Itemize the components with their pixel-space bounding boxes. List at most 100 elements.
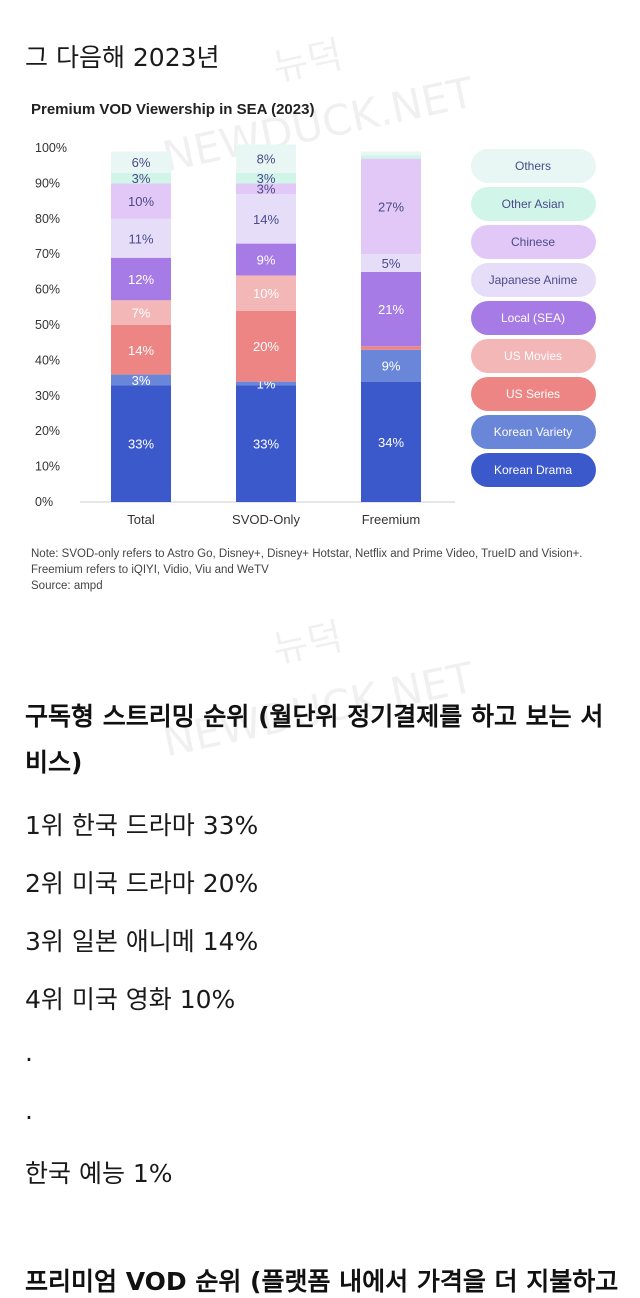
bar-segment (111, 325, 171, 375)
legend-item: US Series (471, 377, 596, 411)
data-label: 20% (253, 339, 279, 354)
bar-segment (111, 257, 171, 301)
ranking-ellipsis-dot: . (25, 1038, 33, 1067)
data-label: 11% (128, 231, 153, 246)
legend-label: Others (515, 159, 551, 173)
y-tick-label: 90% (35, 176, 60, 190)
legend-item: Other Asian (471, 187, 596, 221)
legend-swatch (471, 377, 596, 411)
data-label: 7% (132, 306, 151, 321)
section-heading: 그 다음해 2023년 (25, 43, 220, 72)
bar-segment (111, 218, 171, 258)
y-tick-label: 0% (35, 495, 53, 509)
data-label: 8% (257, 152, 276, 167)
legend-label: US Series (506, 387, 560, 401)
legend-label: Chinese (511, 235, 555, 249)
legend-item: Korean Variety (471, 415, 596, 449)
data-label: 14% (253, 212, 279, 227)
data-label: 6% (132, 155, 151, 170)
y-tick-label: 80% (35, 212, 60, 226)
ranking-ellipsis-dot: . (25, 1096, 33, 1125)
bar-segment (236, 385, 296, 502)
bar-segment (111, 300, 171, 325)
legend-item: Local (SEA) (471, 301, 596, 335)
y-tick-label: 60% (35, 283, 60, 297)
bar-segment (361, 155, 421, 159)
x-axis: Total SVOD-Only Freemium (127, 512, 420, 527)
data-label: 3% (132, 373, 151, 388)
legend-swatch (471, 415, 596, 449)
bar-segment (111, 151, 171, 173)
bar-segment (236, 172, 296, 184)
ranking-item: 3위 일본 애니메 14% (25, 927, 259, 956)
bar-segment (361, 381, 421, 502)
legend-swatch (471, 149, 596, 183)
bars: 33%3%14%7%12%11%10%3%6%33%1%20%10%9%14%3… (111, 144, 421, 502)
y-tick-label: 50% (35, 318, 60, 332)
bar-segment (236, 144, 296, 173)
next-section-title: 프리미엄 VOD 순위 (플랫폼 내에서 가격을 더 지불하고 (25, 1267, 619, 1296)
y-tick-label: 20% (35, 424, 60, 438)
ranking-item: 2위 미국 드라마 20% (25, 869, 259, 898)
note-line-2: Freemium refers to iQIYI, Vidio, Viu and… (31, 564, 269, 576)
y-axis: 0% 10% 20% 30% 40% 50% 60% 70% 80% 90% 100% (35, 141, 67, 509)
legend-swatch (471, 339, 596, 373)
y-tick-label: 100% (35, 141, 67, 155)
x-category-label: SVOD-Only (232, 512, 300, 527)
chart-note: Note: SVOD-only refers to Astro Go, Disn… (31, 546, 583, 594)
chart-title: Premium VOD Viewership in SEA (2023) (31, 101, 314, 118)
bar-segment (361, 158, 421, 255)
legend-item: Korean Drama (471, 453, 596, 487)
stacked-bar-chart: Premium VOD Viewership in SEA (2023) 0% 1… (31, 101, 596, 527)
bar-segment (361, 254, 421, 272)
data-label: 10% (128, 194, 154, 209)
x-category-label: Total (127, 512, 155, 527)
bar-segment (236, 310, 296, 382)
bar-segment (361, 349, 421, 382)
y-tick-label: 30% (35, 389, 60, 403)
data-label: 33% (128, 437, 154, 452)
bar-segment (236, 381, 296, 386)
data-label: 14% (128, 343, 154, 358)
bar-segment (236, 275, 296, 311)
legend-label: Korean Drama (494, 463, 572, 477)
bar-segment (111, 172, 171, 184)
bar-segment (236, 183, 296, 195)
legend: Others Other Asian Chinese Japanese Anime Lo… (471, 149, 596, 487)
legend-item: US Movies (471, 339, 596, 373)
bar-segment (361, 271, 421, 347)
bar-segment (361, 346, 421, 350)
bar-segment (236, 194, 296, 244)
data-label: 3% (257, 171, 276, 186)
data-label: 3% (257, 182, 276, 197)
note-source: Source: ampd (31, 580, 103, 592)
data-label: 9% (257, 253, 276, 268)
ranking-item: 4위 미국 영화 10% (25, 985, 236, 1014)
legend-item: Japanese Anime (471, 263, 596, 297)
legend-swatch (471, 225, 596, 259)
bar-segment (111, 183, 171, 219)
legend-swatch (471, 187, 596, 221)
bar-segment (361, 151, 421, 156)
x-category-label: Freemium (362, 512, 421, 527)
data-label: 27% (378, 199, 404, 214)
watermark-korean-2: 뉴덕 (268, 614, 347, 672)
legend-item: Chinese (471, 225, 596, 259)
legend-label: US Movies (504, 349, 562, 363)
ranking-item: 한국 예능 1% (25, 1159, 173, 1188)
data-label: 9% (382, 359, 401, 374)
y-tick-label: 70% (35, 247, 60, 261)
data-label: 10% (253, 286, 279, 301)
ranking-title: 구독형 스트리밍 순위 (월단위 정기결제를 하고 보는 서비스) (25, 702, 604, 777)
data-label: 5% (382, 256, 401, 271)
legend-item: Others (471, 149, 596, 183)
legend-swatch (471, 453, 596, 487)
bar-segment (236, 243, 296, 276)
data-label: 12% (128, 272, 154, 287)
note-line-1: Note: SVOD-only refers to Astro Go, Disn… (31, 548, 583, 560)
ranking-item: 1위 한국 드라마 33% (25, 811, 259, 840)
data-label: 3% (132, 171, 151, 186)
legend-label: Other Asian (502, 197, 565, 211)
legend-label: Korean Variety (494, 425, 573, 439)
legend-swatch (471, 301, 596, 335)
